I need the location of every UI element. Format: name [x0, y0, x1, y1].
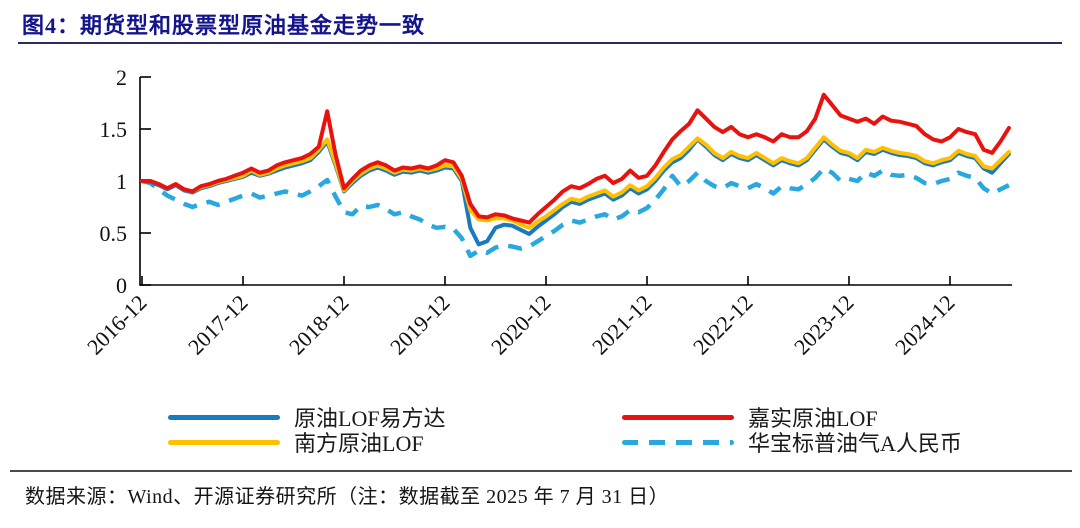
series-line-1 — [140, 137, 1011, 247]
legend-swatch-yellow-line — [168, 439, 280, 445]
x-tick-label: 2023-12 — [789, 290, 859, 360]
x-tick-label: 2018-12 — [284, 290, 354, 360]
legend-label: 原油LOF易方达 — [294, 406, 446, 431]
chart-svg: 0 0.5 1 1.5 2 2016-12 2017-12 2018-12 2019-12 202… — [82, 65, 1012, 360]
legend-item-nanfang-yuanyou-lof: 南方原油LOF — [168, 429, 424, 456]
legend-label: 嘉实原油LOF — [748, 406, 878, 431]
x-tick-label: 2019-12 — [385, 290, 455, 360]
x-tick-label: 2022-12 — [688, 290, 758, 360]
footer-rule — [10, 470, 1072, 472]
legend-item-huabao-biaopu-youqi: 华宝标普油气A人民币 — [622, 429, 962, 456]
legend-label: 南方原油LOF — [294, 431, 424, 456]
series-line-2 — [140, 135, 1011, 230]
y-tick-label: 0 — [116, 273, 127, 298]
legend-label: 华宝标普油气A人民币 — [748, 431, 962, 456]
title-rule — [18, 42, 1062, 44]
y-tick-label: 0.5 — [100, 221, 128, 246]
legend-item-yuanyou-lof-yifangda: 原油LOF易方达 — [168, 404, 446, 431]
series-line-3 — [140, 92, 1011, 225]
y-tick-label: 1 — [116, 169, 127, 194]
source-note: 数据来源：Wind、开源证券研究所（注：数据截至 2025 年 7 月 31 日… — [25, 486, 670, 508]
x-tick-label: 2017-12 — [183, 290, 253, 360]
y-tick-label: 2 — [116, 65, 127, 90]
y-tick-label: 1.5 — [100, 117, 128, 142]
axis-spines — [139, 77, 1012, 286]
x-tick-label: 2020-12 — [486, 290, 556, 360]
x-tick-label: 2024-12 — [890, 290, 960, 360]
series-line-4 — [141, 166, 1010, 259]
legend-swatch-dashed-line — [622, 439, 734, 445]
figure-title: 图4：期货型和股票型原油基金走势一致 — [22, 13, 426, 38]
legend-swatch-red-line — [622, 414, 734, 420]
legend-item-jiashi-yuanyou-lof: 嘉实原油LOF — [622, 404, 878, 431]
x-tick-label: 2021-12 — [587, 290, 657, 360]
legend-swatch-blue-line — [168, 414, 280, 420]
x-tick-label: 2016-12 — [82, 290, 152, 360]
